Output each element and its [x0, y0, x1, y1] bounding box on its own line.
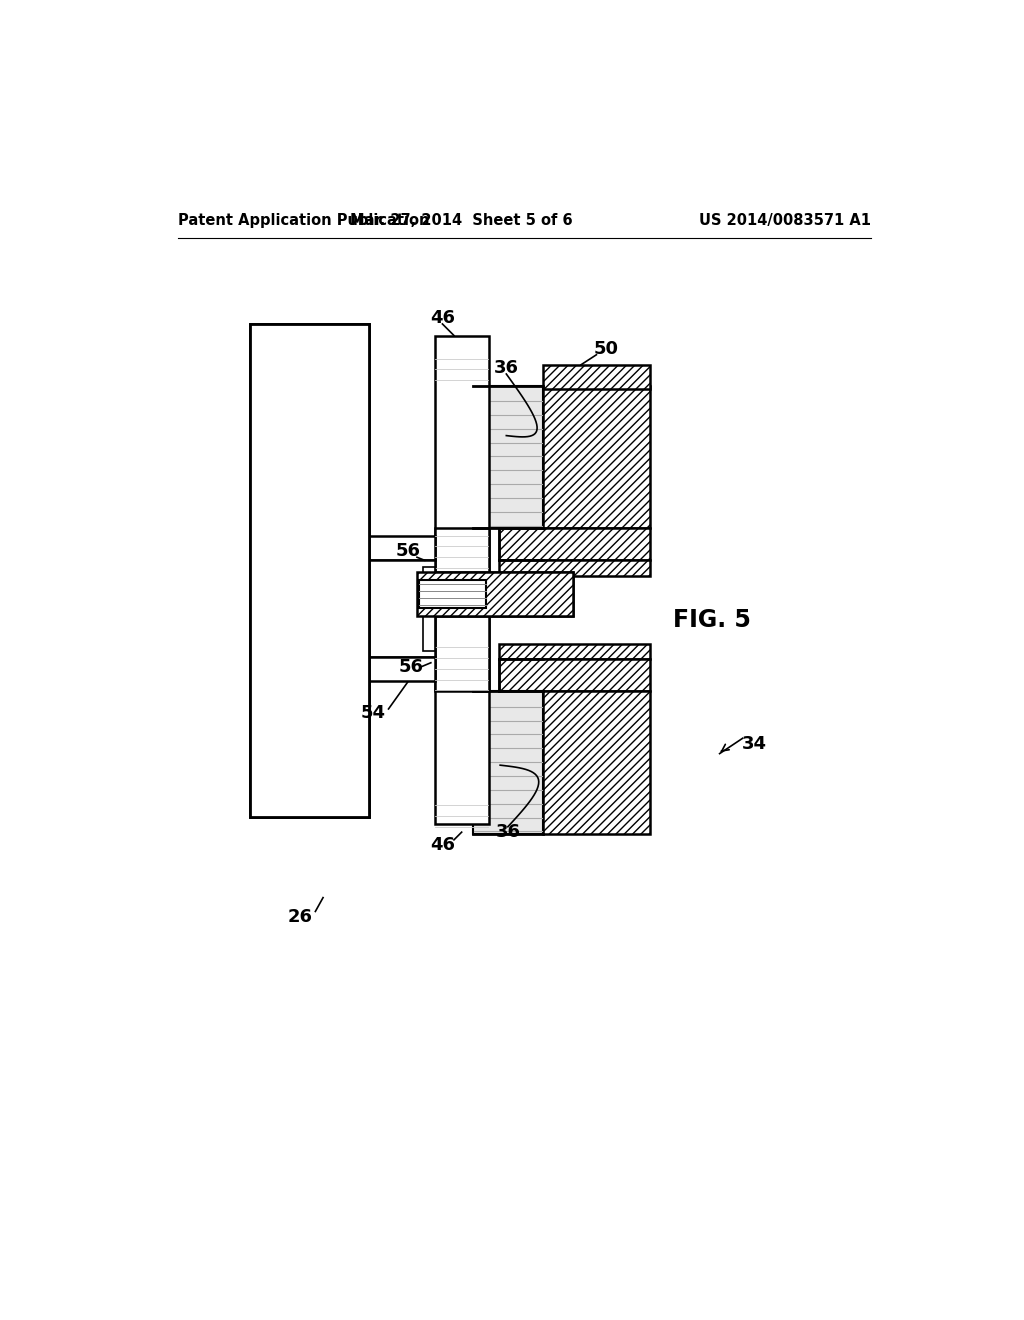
Text: Mar. 27, 2014  Sheet 5 of 6: Mar. 27, 2014 Sheet 5 of 6: [350, 213, 573, 227]
Text: Patent Application Publication: Patent Application Publication: [178, 213, 430, 227]
Bar: [370, 536, 435, 561]
Bar: [473, 385, 543, 528]
Bar: [543, 692, 650, 834]
Text: 50: 50: [594, 341, 618, 358]
Bar: [543, 385, 650, 528]
Bar: [417, 572, 573, 615]
Bar: [370, 656, 435, 681]
Bar: [499, 560, 650, 576]
Bar: [543, 364, 650, 389]
Text: 26: 26: [288, 908, 312, 925]
Text: 46: 46: [430, 309, 455, 327]
Text: 56: 56: [399, 657, 424, 676]
Bar: [250, 323, 370, 817]
Text: 46: 46: [430, 837, 455, 854]
Text: 54: 54: [360, 704, 386, 722]
Bar: [435, 528, 488, 692]
Text: FIG. 5: FIG. 5: [673, 609, 751, 632]
Bar: [499, 528, 650, 561]
Bar: [417, 572, 573, 615]
Text: US 2014/0083571 A1: US 2014/0083571 A1: [699, 213, 871, 227]
Text: 36: 36: [496, 824, 520, 841]
Bar: [473, 692, 543, 834]
Bar: [419, 579, 488, 609]
Bar: [499, 659, 650, 692]
Text: 36: 36: [494, 359, 519, 376]
Text: 34: 34: [741, 735, 767, 752]
Bar: [423, 566, 435, 651]
Bar: [435, 335, 488, 825]
Bar: [499, 644, 650, 659]
Bar: [419, 579, 486, 609]
Bar: [370, 561, 435, 656]
Bar: [250, 323, 370, 817]
Text: 56: 56: [395, 543, 420, 560]
